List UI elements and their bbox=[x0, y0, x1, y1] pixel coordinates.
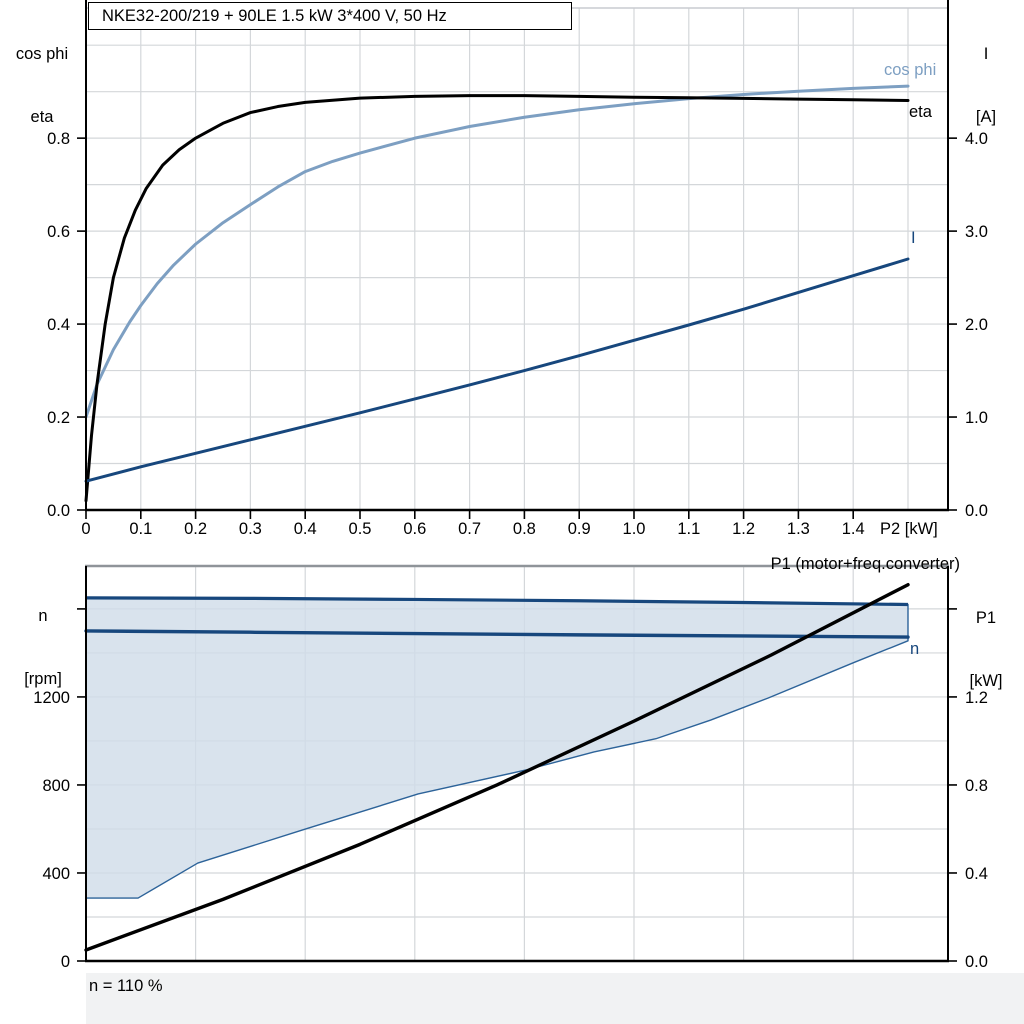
x-tick-label: 0.8 bbox=[513, 520, 536, 538]
axis-unit-line: cos phi bbox=[15, 45, 69, 63]
axis-unit-line: n bbox=[38, 607, 48, 625]
y-right-tick-label: 4.0 bbox=[965, 130, 988, 148]
cos-phi-curve bbox=[84, 84, 910, 419]
x-tick-label: 1.4 bbox=[842, 520, 865, 538]
current-curve-label: I bbox=[911, 229, 916, 247]
bottom-chart-left-axis-unit: n [rpm] bbox=[6, 564, 80, 711]
y-right-tick-label: 3.0 bbox=[965, 223, 988, 241]
axis-unit-line: [kW] bbox=[969, 672, 1003, 690]
x-axis-unit-label: P2 [kW] bbox=[880, 520, 938, 538]
x-tick-label: 0.6 bbox=[403, 520, 426, 538]
y-right-tick-label: 0.8 bbox=[965, 777, 988, 795]
axis-unit-line: [A] bbox=[975, 108, 997, 126]
x-tick-label: 0.2 bbox=[184, 520, 207, 538]
p1-curve-label: P1 (motor+freq.converter) bbox=[770, 555, 960, 573]
x-tick-label: 0.5 bbox=[349, 520, 372, 538]
current-curve bbox=[84, 257, 910, 483]
y-left-tick-label: 400 bbox=[42, 865, 70, 883]
p1-curve bbox=[84, 583, 910, 952]
y-left-tick-label: 0.4 bbox=[47, 316, 70, 334]
eta-curve bbox=[84, 94, 910, 503]
curve-header-text: NKE32-200/219 + 90LE 1.5 kW 3*400 V, 50 … bbox=[102, 7, 447, 25]
x-tick-label: 0.9 bbox=[568, 520, 591, 538]
y-left-tick-label: 0 bbox=[61, 953, 70, 971]
axis-unit-line: [rpm] bbox=[24, 670, 62, 688]
y-left-tick-label: 0.6 bbox=[47, 223, 70, 241]
operating-envelope bbox=[85, 597, 909, 899]
envelope-upper-edge bbox=[85, 596, 909, 607]
x-tick-label: 0.1 bbox=[129, 520, 152, 538]
axis-unit-line: eta bbox=[30, 108, 54, 126]
y-left-tick-label: 0.0 bbox=[47, 502, 70, 520]
curve-header-box: NKE32-200/219 + 90LE 1.5 kW 3*400 V, 50 … bbox=[88, 2, 572, 30]
speed-setting-note: n = 110 % bbox=[89, 977, 163, 995]
eta-curve-label: eta bbox=[909, 103, 932, 121]
x-tick-label: 1.1 bbox=[677, 520, 700, 538]
cos-phi-curve-label: cos phi bbox=[884, 61, 937, 79]
y-left-tick-label: 0.8 bbox=[47, 130, 70, 148]
y-left-tick-label: 800 bbox=[42, 777, 70, 795]
bottom-chart-right-axis-unit: P1 [kW] bbox=[954, 566, 1018, 713]
x-tick-label: 1.2 bbox=[732, 520, 755, 538]
axis-unit-line: I bbox=[983, 45, 989, 63]
y-left-tick-label: 1200 bbox=[33, 689, 70, 707]
y-right-tick-label: 0.0 bbox=[965, 502, 988, 520]
y-right-tick-label: 1.0 bbox=[965, 409, 988, 427]
top-chart-right-axis-unit: I [A] bbox=[954, 2, 1018, 149]
y-right-tick-label: 0.0 bbox=[965, 953, 988, 971]
speed-curve bbox=[84, 629, 910, 639]
x-tick-label: 0 bbox=[81, 520, 90, 538]
x-tick-label: 1.0 bbox=[623, 520, 646, 538]
x-tick-label: 1.3 bbox=[787, 520, 810, 538]
x-tick-label: 0.7 bbox=[458, 520, 481, 538]
x-tick-label: 0.3 bbox=[239, 520, 262, 538]
x-tick-label: 0.4 bbox=[294, 520, 317, 538]
y-right-tick-label: 0.4 bbox=[965, 865, 988, 883]
footer-highlight-strip bbox=[86, 973, 1024, 1024]
y-right-tick-label: 1.2 bbox=[965, 689, 988, 707]
speed-curve-label: n bbox=[910, 640, 920, 658]
axis-unit-line: P1 bbox=[975, 609, 997, 627]
y-right-tick-label: 2.0 bbox=[965, 316, 988, 334]
y-left-tick-label: 0.2 bbox=[47, 409, 70, 427]
top-chart-left-axis-unit: cos phi eta bbox=[5, 2, 79, 149]
